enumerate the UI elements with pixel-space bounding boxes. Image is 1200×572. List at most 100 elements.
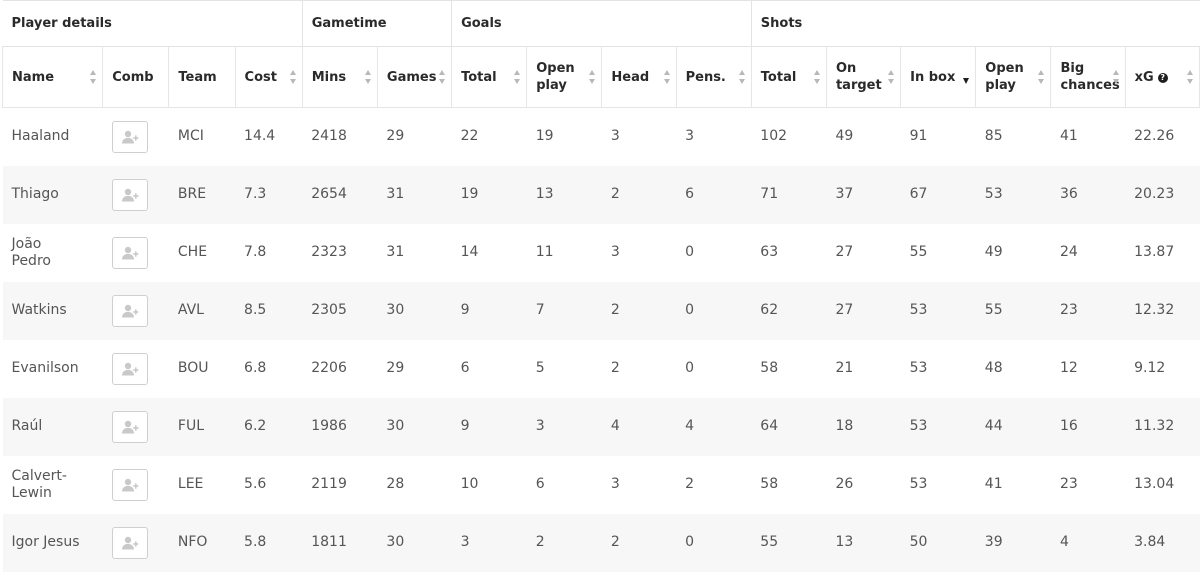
cell-goals-open: 7 (526, 281, 602, 340)
add-to-comb-button[interactable] (111, 178, 148, 211)
cell-shots-total: 58 (760, 476, 779, 492)
cell-games: 29 (386, 360, 405, 376)
cell-name[interactable]: João Pedro (11, 235, 51, 269)
add-to-comb-button[interactable] (111, 120, 148, 153)
column-header-cost[interactable]: Cost (235, 46, 303, 108)
cell-name[interactable]: Calvert-Lewin (11, 467, 67, 501)
sort-icon[interactable] (439, 70, 446, 84)
cell-team: AVL (168, 281, 236, 340)
cell-mins: 2206 (311, 360, 347, 376)
cell-comb (102, 165, 169, 224)
cell-big-chances: 41 (1059, 128, 1078, 145)
column-header-in-box[interactable]: In box (900, 46, 977, 108)
cell-pens: 0 (685, 244, 695, 260)
cell-shots-total: 55 (751, 513, 827, 572)
sort-icon[interactable] (90, 70, 97, 84)
column-header-shots-total[interactable]: Total (751, 46, 827, 108)
column-header-goals-open[interactable]: Open play (526, 46, 603, 108)
table-row[interactable]: Evanilson BOU 6.8 2206 29 6 5 2 0 58 21 53 48 12 9.12 (3, 340, 1200, 398)
cell-pens: 0 (676, 281, 752, 340)
column-header-xg[interactable]: xG? (1125, 46, 1200, 108)
column-header-goals-total[interactable]: Total (451, 46, 528, 108)
cell-on-target: 18 (826, 397, 901, 456)
sort-icon[interactable] (589, 70, 596, 84)
column-header-shots-open[interactable]: Open play (975, 46, 1052, 108)
cell-shots-open: 85 (984, 128, 1003, 145)
column-header-games[interactable]: Games (377, 46, 453, 108)
table-row[interactable]: João Pedro CHE 7.8 2323 31 14 11 3 0 63 27 55 49 24 13… (3, 224, 1200, 282)
cell-cost: 6.2 (235, 397, 303, 456)
sort-desc-icon[interactable] (963, 70, 970, 84)
column-header-label: Games (386, 69, 437, 85)
cell-mins: 2305 (302, 281, 378, 340)
cell-name[interactable]: Thiago (2, 165, 103, 224)
column-header-name[interactable]: Name (1, 46, 104, 108)
add-to-comb-button[interactable] (111, 294, 148, 327)
column-header-comb: Comb (102, 46, 170, 108)
column-header-mins[interactable]: Mins (302, 46, 378, 108)
sort-icon[interactable] (738, 70, 746, 84)
cell-name[interactable]: Evanilson (11, 360, 79, 376)
column-header-big-chances[interactable]: Big chances (1050, 46, 1126, 108)
cell-shots-open: 48 (984, 360, 1003, 376)
cell-games: 30 (377, 397, 452, 456)
sort-icon[interactable] (514, 70, 521, 84)
cell-on-target: 27 (826, 281, 901, 340)
sort-icon[interactable] (663, 70, 671, 84)
cell-shots-open: 49 (984, 244, 1003, 260)
cell-pens: 0 (685, 360, 695, 376)
cell-comb (102, 513, 169, 572)
add-to-comb-button[interactable] (111, 526, 148, 559)
cell-head: 3 (610, 128, 620, 145)
cell-big-chances: 12 (1059, 360, 1078, 376)
sort-icon[interactable] (1112, 70, 1120, 84)
sort-icon[interactable] (289, 70, 297, 84)
column-header-label: Pens. (685, 69, 726, 85)
add-user-icon (121, 478, 139, 491)
column-header-label: On target (835, 61, 882, 93)
column-header-pens[interactable]: Pens. (676, 46, 752, 108)
table-row[interactable]: Haaland MCI 14.4 2418 29 22 19 3 3 102 49 91 85 41 22.… (3, 108, 1200, 166)
cell-name[interactable]: Haaland (11, 128, 70, 145)
cell-on-target: 37 (826, 165, 901, 224)
cell-games: 30 (377, 513, 452, 572)
cell-goals-open: 19 (535, 128, 554, 145)
table-row[interactable]: Raúl FUL 6.2 1986 30 9 3 4 4 64 18 53 44 16 11.32 (2, 397, 1200, 456)
cell-name[interactable]: Igor Jesus (2, 513, 103, 572)
sort-icon[interactable] (1038, 70, 1045, 84)
cell-mins: 1811 (302, 513, 378, 572)
question-icon[interactable]: ? (1157, 72, 1168, 83)
add-to-comb-button[interactable] (111, 352, 148, 385)
column-header-head[interactable]: Head (601, 46, 677, 108)
cell-in-box: 91 (909, 128, 928, 145)
cell-shots-total: 71 (751, 165, 827, 224)
column-header-label: Total (760, 69, 797, 85)
sort-icon[interactable] (813, 70, 821, 84)
column-header-label: Name (12, 69, 55, 85)
add-to-comb-button[interactable] (111, 410, 148, 443)
table-row[interactable]: Calvert-Lewin LEE 5.6 2119 28 10 6 3 2 58 26 53 41 23… (3, 456, 1200, 514)
sort-icon[interactable] (1187, 70, 1194, 84)
sort-icon[interactable] (364, 70, 372, 84)
cell-name[interactable]: Watkins (2, 281, 103, 340)
table-row[interactable]: Thiago BRE 7.3 2654 31 19 13 2 6 71 37 67 53 36 20.23 (2, 165, 1200, 224)
column-header-on-target[interactable]: On target (826, 46, 902, 108)
cell-goals-total: 14 (460, 244, 479, 260)
add-to-comb-button[interactable] (111, 236, 148, 269)
cell-mins: 2323 (311, 244, 347, 260)
cell-games: 29 (386, 128, 405, 145)
cell-in-box: 55 (909, 244, 928, 260)
cell-pens: 0 (676, 513, 752, 572)
table-row[interactable]: Watkins AVL 8.5 2305 30 9 7 2 0 62 27 53 55 23 12.32 (2, 281, 1200, 340)
cell-goals-total: 9 (451, 281, 527, 340)
column-header-label: Open play (536, 61, 575, 93)
cell-pens: 4 (676, 397, 752, 456)
cell-name[interactable]: Raúl (2, 397, 103, 456)
cell-games: 31 (386, 244, 405, 260)
column-header-label: Head (611, 69, 650, 85)
add-to-comb-button[interactable] (111, 468, 148, 501)
table-body: Haaland MCI 14.4 2418 29 22 19 3 3 102 49 91 85 41 22.… (2, 108, 1200, 572)
sort-icon[interactable] (888, 70, 895, 84)
table-row[interactable]: Igor Jesus NFO 5.8 1811 30 3 2 2 0 55 13 50 39 4 3.84 (2, 513, 1200, 572)
